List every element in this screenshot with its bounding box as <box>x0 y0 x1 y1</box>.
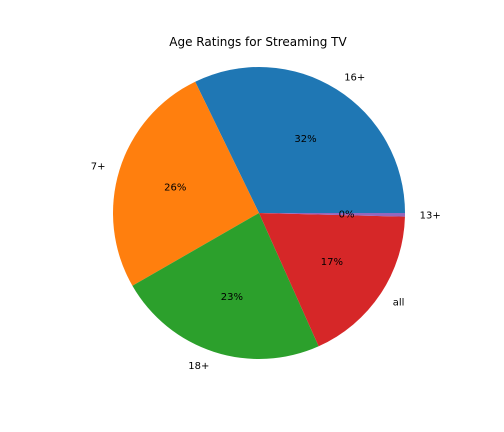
slice-label: 7+ <box>91 161 106 172</box>
pie-slice-all <box>259 213 405 347</box>
pie-slice-7 <box>113 81 259 286</box>
slice-label: 16+ <box>344 72 365 83</box>
slice-label: 13+ <box>420 211 441 222</box>
pie-labels: 16+ 32% 7+ 26% 18+ 23% all 17% 13+ 0% <box>91 72 441 372</box>
pie-slices <box>113 67 405 359</box>
slice-label: 18+ <box>188 361 209 372</box>
slice-percent-label: 32% <box>294 134 316 145</box>
chart-title: Age Ratings for Streaming TV <box>169 35 347 49</box>
pie-slice-13 <box>259 213 405 217</box>
slice-percent-label: 0% <box>339 210 355 221</box>
slice-percent-label: 17% <box>321 257 343 268</box>
pie-slice-18 <box>132 213 319 359</box>
slice-percent-label: 26% <box>164 183 186 194</box>
slice-label: all <box>393 298 405 309</box>
slice-percent-label: 23% <box>221 292 243 303</box>
pie-slice-16 <box>195 67 405 213</box>
